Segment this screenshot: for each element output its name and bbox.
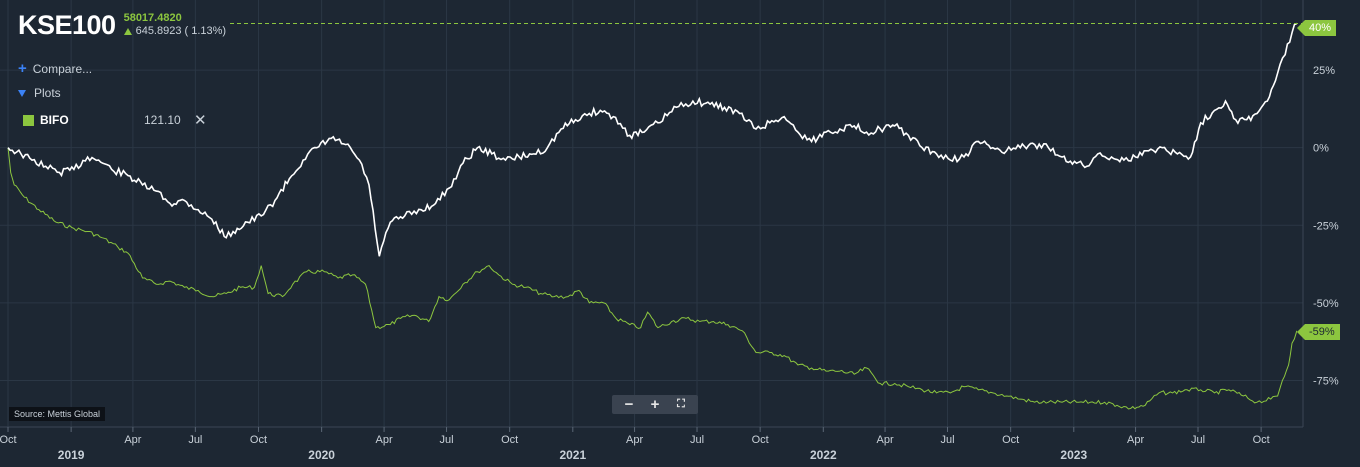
series-lines	[7, 22, 1303, 410]
plots-toggle[interactable]: Plots	[18, 86, 61, 100]
x-tick-label: Oct	[1002, 434, 1019, 446]
series-value: 121.10	[144, 113, 181, 127]
plots-label: Plots	[34, 86, 61, 100]
x-tick-label: Jul	[439, 434, 453, 446]
chart-header: KSE100 58017.4820 645.8923 ( 1.13%)	[18, 8, 226, 42]
axes: 25% 0% -25% -50% -75% Oct 2019 Apr Jul Oct 2020 Apr…	[0, 0, 1339, 462]
price-change: 645.8923 ( 1.13%)	[123, 25, 227, 38]
fullscreen-button[interactable]: ⛶	[677, 398, 685, 410]
compare-label: Compare...	[32, 62, 93, 76]
change-value: 645.8923 ( 1.13%)	[135, 25, 227, 37]
series-color-swatch	[23, 114, 34, 126]
x-year-label: 2019	[58, 448, 85, 462]
x-tick-label: Apr	[1127, 434, 1144, 446]
gridlines	[0, 0, 1303, 427]
x-tick-label: Apr	[376, 434, 393, 446]
x-tick-label: Apr	[876, 434, 893, 446]
up-arrow-icon	[123, 28, 132, 35]
zoom-out-button[interactable]: −	[624, 396, 634, 413]
y-tick-label: -75%	[1313, 375, 1339, 387]
series-line-kse100	[7, 22, 1298, 257]
x-tick-label: Oct	[250, 434, 267, 446]
compared-series-row: BIFO 121.10 ✕	[23, 111, 207, 129]
x-tick-label: Apr	[626, 434, 643, 446]
y-tick-label: 0%	[1313, 143, 1329, 155]
x-tick-label: Jul	[690, 434, 704, 446]
last-price: 58017.4820	[123, 12, 182, 24]
caret-down-icon	[18, 89, 26, 97]
x-year-label: 2023	[1060, 448, 1087, 462]
y-tick-label: -50%	[1313, 298, 1339, 310]
series-line-bifo	[7, 147, 1298, 410]
ticker-symbol: KSE100	[18, 10, 116, 40]
series-name: BIFO	[40, 113, 69, 127]
bifo-last-value-tag: -59%	[1297, 324, 1340, 340]
x-year-label: 2021	[559, 448, 586, 462]
x-tick-label: Oct	[752, 434, 769, 446]
x-tick-label: Oct	[501, 434, 518, 446]
compare-button[interactable]: + Compare...	[18, 60, 93, 77]
x-tick-label: Oct	[0, 434, 17, 446]
quote-block: 58017.4820 645.8923 ( 1.13%)	[123, 12, 227, 38]
zoom-in-button[interactable]: +	[650, 396, 660, 413]
source-label: Source: Mettis Global	[9, 407, 106, 421]
x-tick-label: Oct	[1253, 434, 1270, 446]
x-tick-label: Jul	[1191, 434, 1205, 446]
x-year-label: 2020	[308, 448, 335, 462]
x-tick-label: Apr	[124, 434, 141, 446]
plus-icon: +	[18, 60, 27, 77]
y-tick-label: 25%	[1313, 65, 1335, 77]
x-tick-label: Jul	[188, 434, 202, 446]
y-tick-label: -25%	[1313, 220, 1339, 232]
x-tick-label: Jul	[940, 434, 954, 446]
zoom-controls: − + ⛶	[612, 395, 698, 414]
x-year-label: 2022	[810, 448, 837, 462]
remove-series-close-icon[interactable]: ✕	[194, 112, 207, 129]
kse-last-value-tag: 40%	[1296, 20, 1337, 36]
